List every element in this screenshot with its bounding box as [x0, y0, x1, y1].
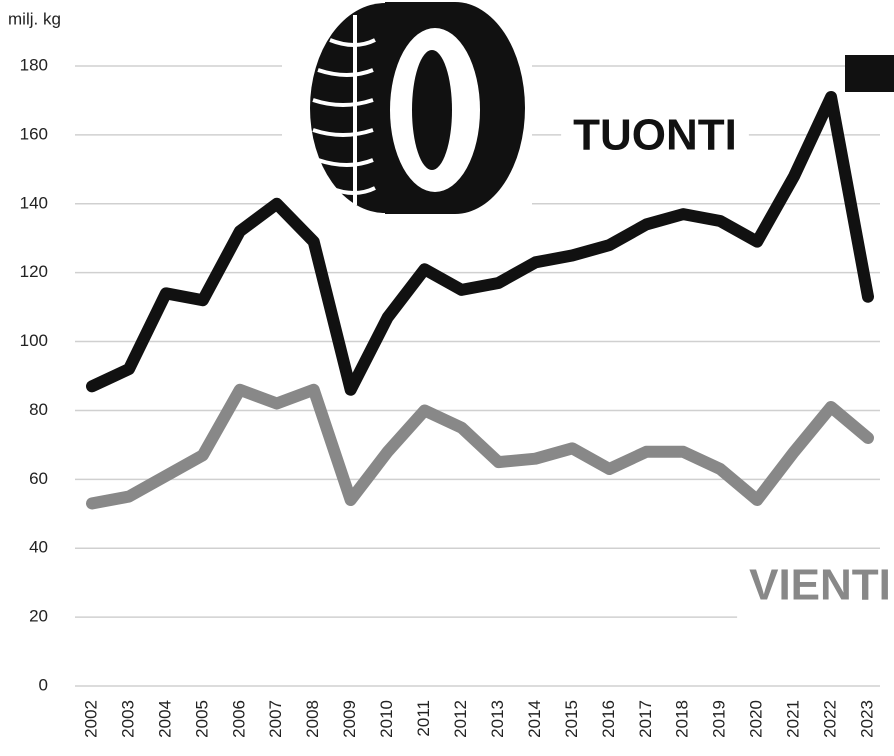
- x-tick-label: 2003: [118, 700, 137, 738]
- x-tick-label: 2002: [81, 700, 100, 738]
- x-tick-label: 2018: [673, 700, 692, 738]
- x-tick-label: 2011: [414, 700, 433, 737]
- y-tick-label: 140: [20, 193, 48, 212]
- chart: milj. kg 0 20 40 60 80 100 120 140 160 180 2002 20…: [0, 0, 894, 751]
- x-tick-label: 2007: [266, 700, 285, 738]
- y-tick-label: 40: [29, 538, 48, 557]
- series-label: VIENTI: [749, 561, 891, 610]
- y-tick-label: 100: [20, 331, 48, 350]
- x-tick-label: 2016: [599, 700, 618, 738]
- y-tick-label: 80: [29, 400, 48, 419]
- y-tick-label: 180: [20, 55, 48, 74]
- x-tick-label: 2017: [636, 700, 655, 738]
- x-tick-label: 2005: [192, 700, 211, 738]
- x-tick-label: 2022: [821, 700, 840, 738]
- series-label: TUONTI: [573, 111, 737, 160]
- y-tick-label: 160: [20, 124, 48, 143]
- y-tick-label: 120: [20, 262, 48, 281]
- x-tick-label: 2013: [488, 700, 507, 738]
- x-tick-label: 2019: [710, 700, 729, 738]
- x-tick-label: 2012: [451, 700, 470, 738]
- y-tick-label: 60: [29, 469, 48, 488]
- x-tick-label: 2023: [857, 700, 876, 738]
- x-tick-label: 2009: [340, 700, 359, 738]
- x-tick-label: 2006: [229, 700, 248, 738]
- x-tick-label: 2008: [303, 700, 322, 738]
- series-line: [92, 390, 868, 504]
- x-tick-label: 2014: [525, 700, 544, 738]
- y-tick-label: 20: [29, 607, 48, 626]
- x-tick-label: 2010: [377, 700, 396, 738]
- y-tick-label: 0: [39, 675, 48, 694]
- x-tick-label: 2015: [562, 700, 581, 738]
- y-axis-label: milj. kg: [8, 9, 61, 28]
- x-tick-label: 2004: [155, 700, 174, 738]
- x-tick-label: 2021: [784, 700, 803, 738]
- x-tick-label: 2020: [747, 700, 766, 738]
